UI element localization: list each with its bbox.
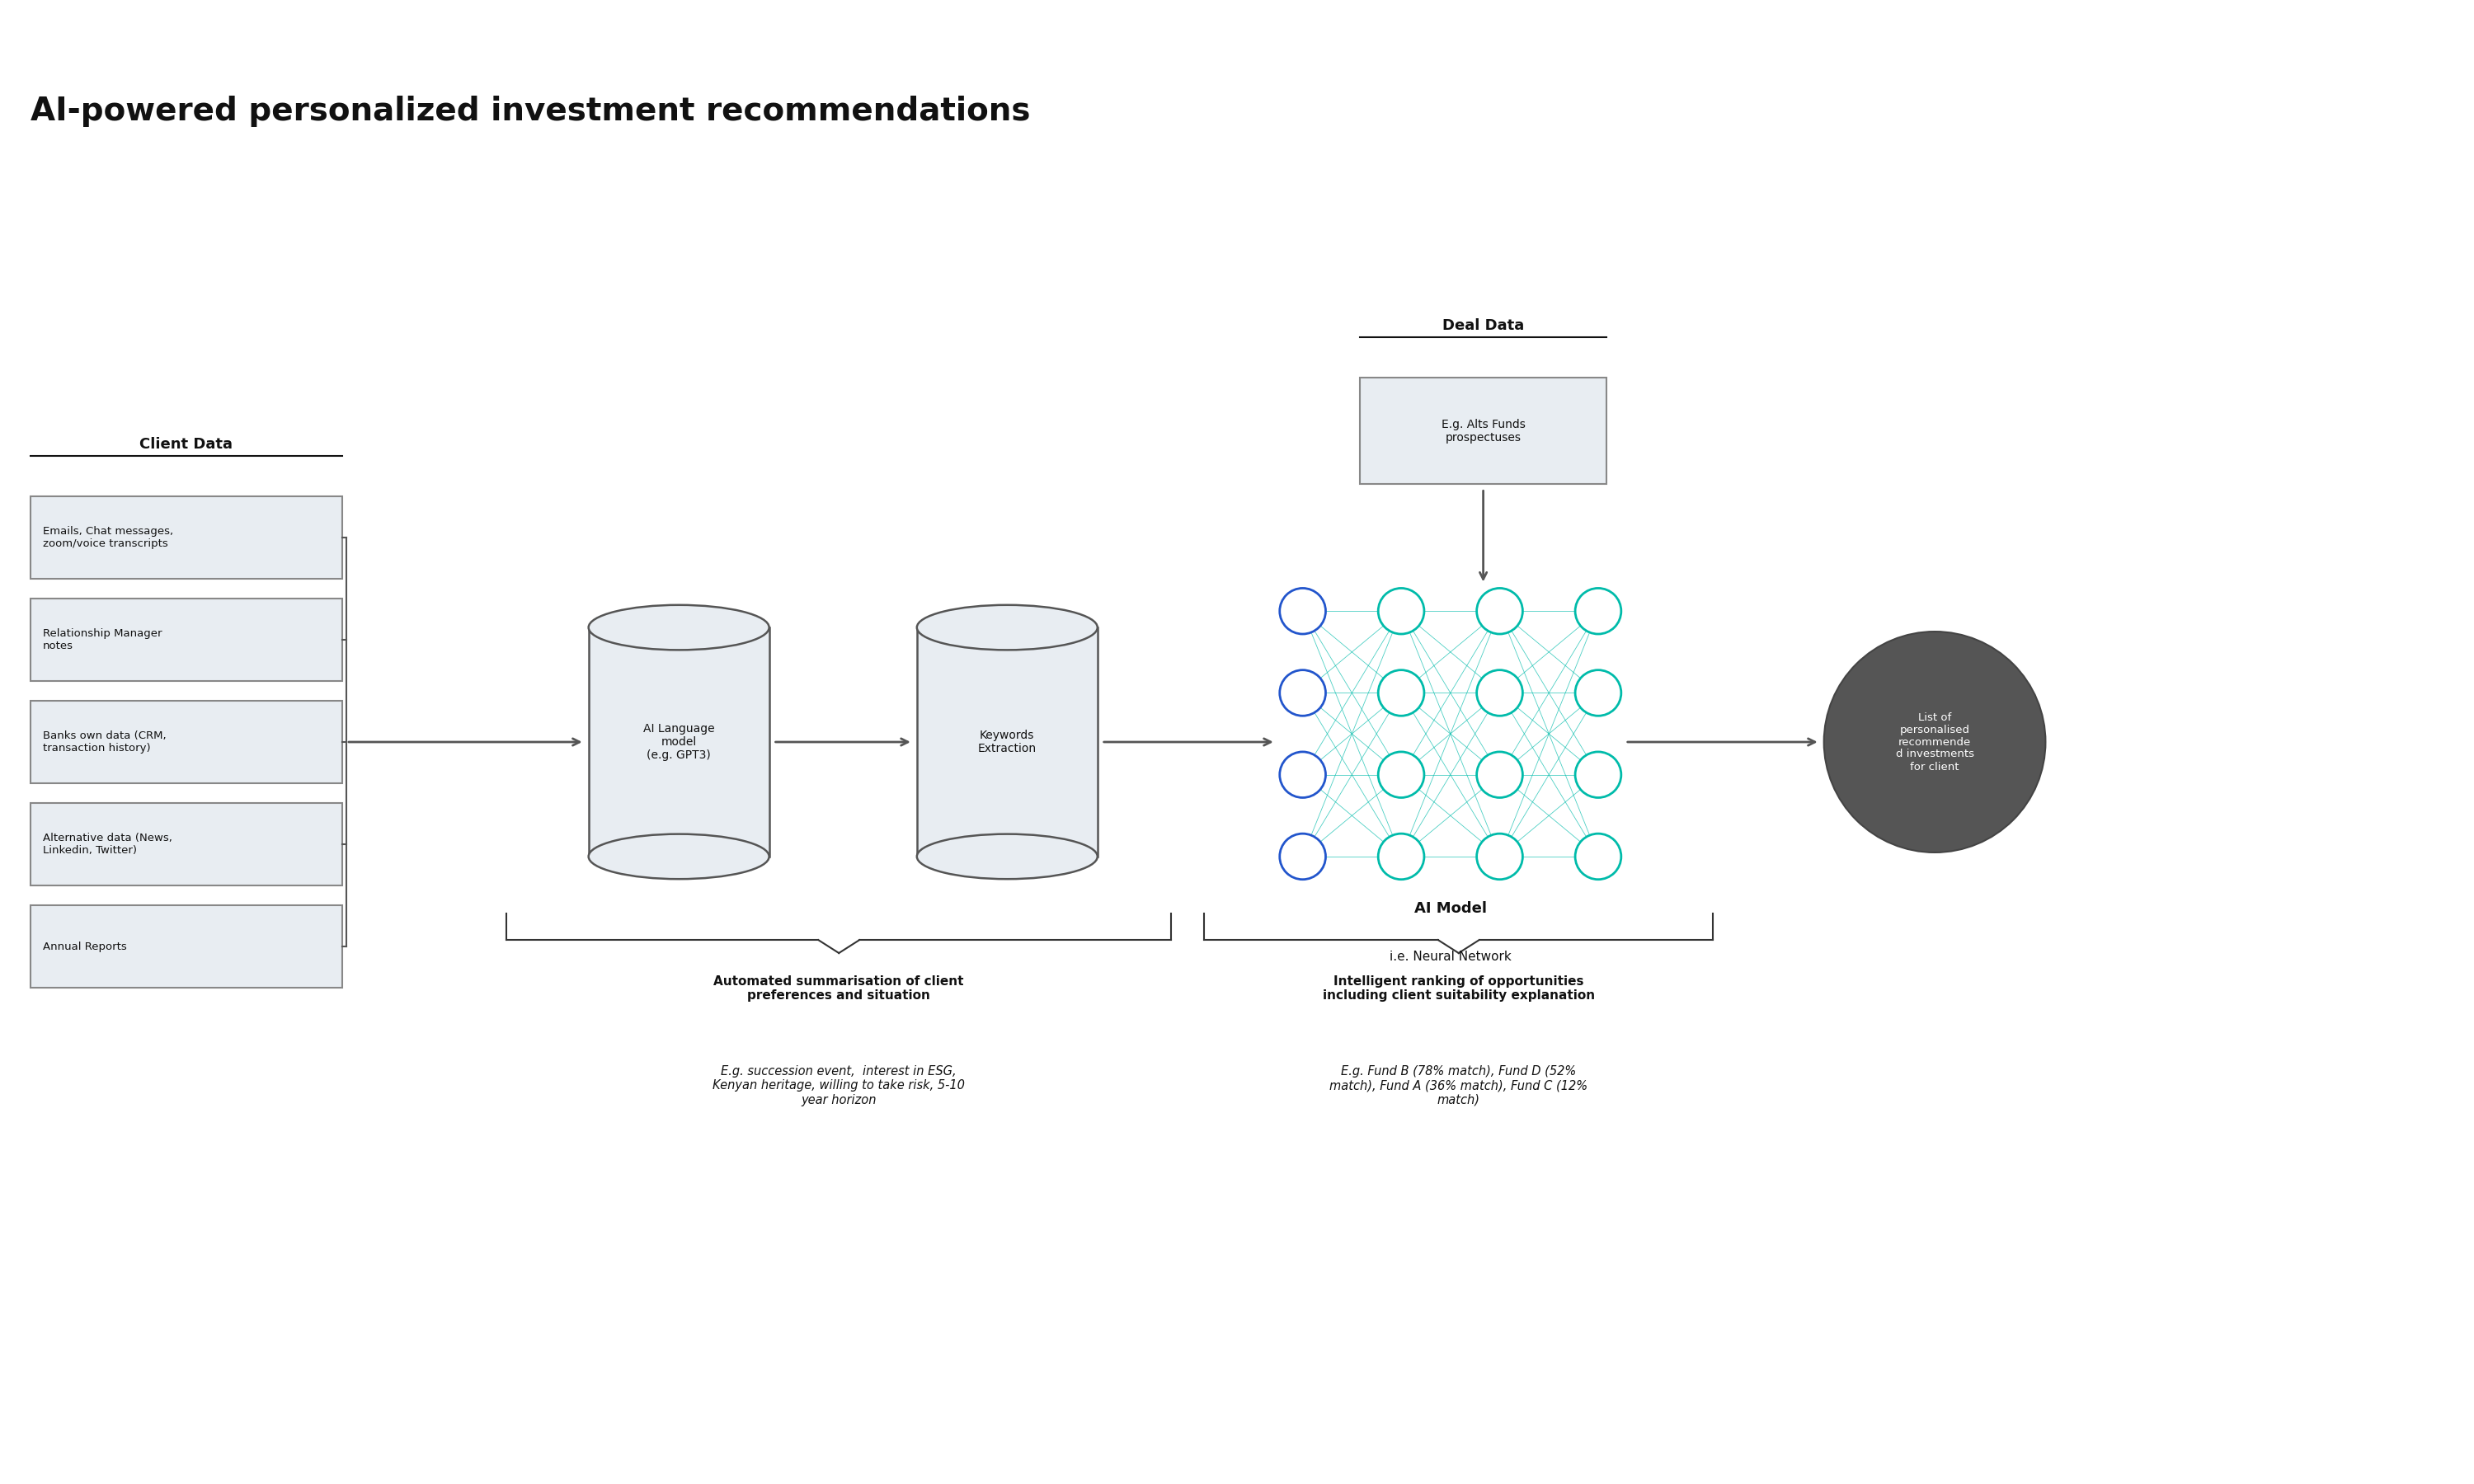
FancyBboxPatch shape [30,600,341,681]
Text: Automated summarisation of client
preferences and situation: Automated summarisation of client prefer… [713,975,965,1002]
FancyBboxPatch shape [30,803,341,884]
Text: Deal Data: Deal Data [1442,318,1524,332]
Ellipse shape [918,834,1098,879]
Circle shape [1378,669,1425,715]
FancyBboxPatch shape [30,905,341,987]
Circle shape [1378,588,1425,634]
Text: Keywords
Extraction: Keywords Extraction [977,730,1037,754]
Text: E.g. succession event,  interest in ESG,
Kenyan heritage, willing to take risk, : E.g. succession event, interest in ESG, … [713,1066,965,1106]
Text: Banks own data (CRM,
transaction history): Banks own data (CRM, transaction history… [42,730,166,754]
FancyBboxPatch shape [30,700,341,784]
Text: Emails, Chat messages,
zoom/voice transcripts: Emails, Chat messages, zoom/voice transc… [42,525,173,549]
Ellipse shape [589,605,769,650]
Text: Annual Reports: Annual Reports [42,941,126,951]
FancyBboxPatch shape [1361,378,1606,484]
Circle shape [1279,588,1326,634]
FancyBboxPatch shape [589,628,769,856]
Text: Client Data: Client Data [139,436,233,451]
Text: Relationship Manager
notes: Relationship Manager notes [42,628,161,651]
Circle shape [1823,632,2046,852]
Circle shape [1279,834,1326,880]
Circle shape [1576,834,1620,880]
Text: Intelligent ranking of opportunities
including client suitability explanation: Intelligent ranking of opportunities inc… [1324,975,1596,1002]
Ellipse shape [918,605,1098,650]
Text: E.g. Alts Funds
prospectuses: E.g. Alts Funds prospectuses [1442,418,1526,444]
Text: AI Model: AI Model [1415,901,1487,916]
Circle shape [1378,834,1425,880]
Text: E.g. Fund B (78% match), Fund D (52%
match), Fund A (36% match), Fund C (12%
mat: E.g. Fund B (78% match), Fund D (52% mat… [1329,1066,1588,1106]
Text: i.e. Neural Network: i.e. Neural Network [1390,951,1512,963]
Circle shape [1378,752,1425,797]
Circle shape [1477,669,1522,715]
Circle shape [1477,834,1522,880]
Text: Alternative data (News,
Linkedin, Twitter): Alternative data (News, Linkedin, Twitte… [42,833,173,856]
Circle shape [1576,669,1620,715]
Text: List of
personalised
recommende
d investments
for client: List of personalised recommende d invest… [1895,712,1974,772]
Text: AI Language
model
(e.g. GPT3): AI Language model (e.g. GPT3) [643,723,715,761]
Circle shape [1477,588,1522,634]
FancyBboxPatch shape [918,628,1098,856]
Circle shape [1576,588,1620,634]
FancyBboxPatch shape [30,497,341,579]
Ellipse shape [589,834,769,879]
Circle shape [1576,752,1620,797]
Circle shape [1477,752,1522,797]
Text: AI-powered personalized investment recommendations: AI-powered personalized investment recom… [30,95,1029,128]
Circle shape [1279,752,1326,797]
Circle shape [1279,669,1326,715]
